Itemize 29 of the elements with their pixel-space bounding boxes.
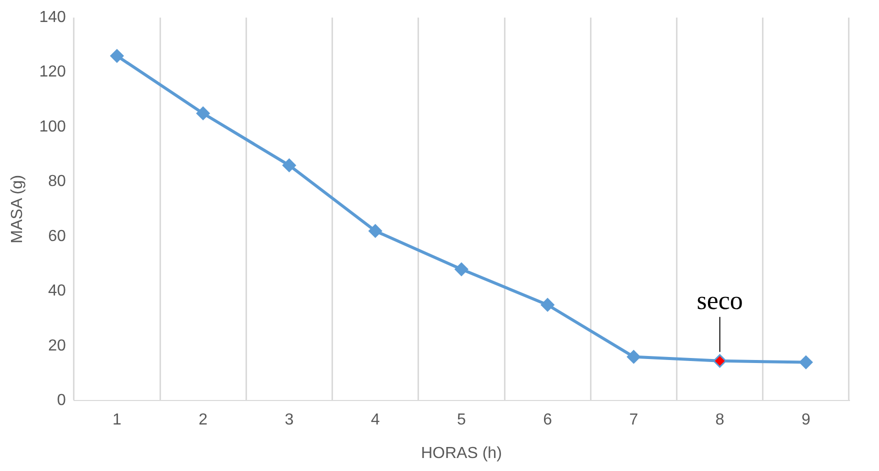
point [368,224,382,238]
annotation: seco [696,286,743,315]
point [626,350,640,364]
x-tick-label: 8 [715,412,724,429]
point [454,262,468,276]
point [713,354,727,368]
y-tick-label: 100 [39,118,66,136]
x-tick-label: 5 [456,412,466,429]
y-tick-label: 0 [56,392,66,410]
y-tick-label: 60 [48,228,66,245]
point [282,158,296,172]
y-axis-title: MASA (g) [9,174,26,244]
x-tick-label: 2 [198,412,208,429]
x-tick-label: 1 [112,412,122,429]
point [110,49,124,63]
y-tick-label: 20 [48,337,66,354]
point [799,356,813,370]
x-tick-label: 6 [543,412,552,429]
y-tick-label: 80 [48,173,66,190]
y-tick-label: 120 [39,64,66,81]
x-tick-label: 9 [801,412,810,429]
x-tick-label: 7 [629,412,638,429]
x-axis-title: HORAS (h) [420,444,502,462]
point [196,106,210,120]
x-tick-label: 3 [284,412,294,429]
y-tick-label: 40 [48,282,66,300]
y-tick-label: 140 [39,9,66,26]
x-tick-label: 4 [370,412,380,429]
point [540,298,554,312]
